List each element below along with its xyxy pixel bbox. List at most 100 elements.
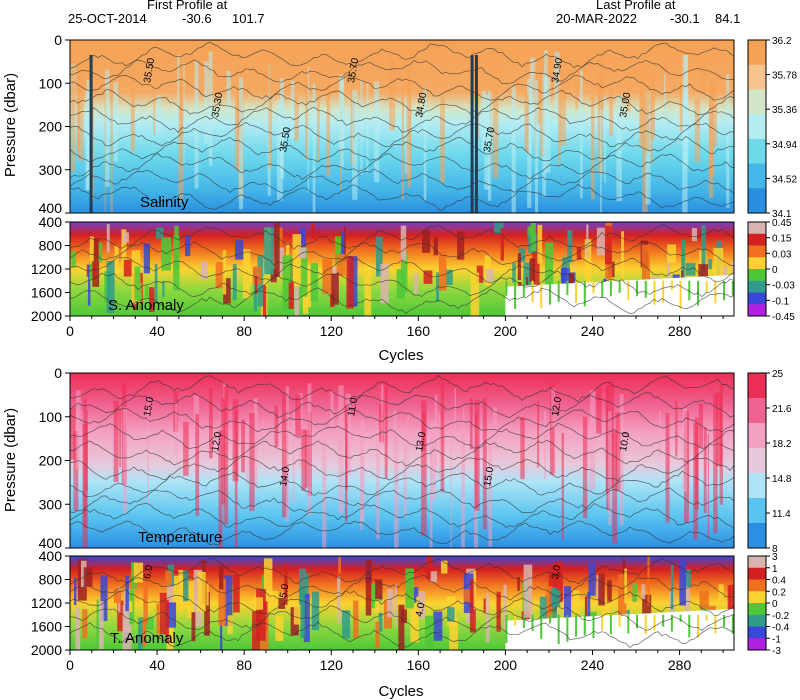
anomaly-patch [517,253,521,281]
profile-streak [641,98,648,213]
anomaly-patch [624,568,627,604]
profile-streak [307,383,312,516]
deep-profile-stripe [679,280,682,309]
deep-profile-stripe [714,280,717,304]
y-tick-label: 300 [39,162,63,178]
t_anomaly-colorbar-segment [748,591,766,604]
contour-line [70,487,734,514]
anomaly-patch [122,232,129,243]
anomaly-patch [98,242,103,262]
y-tick-label: 200 [39,119,63,135]
anomaly-patch [670,565,674,610]
deep-profile-stripe [583,614,586,636]
profile-streak [438,412,440,480]
profile-streak [174,402,177,455]
anomaly-patch [191,612,196,642]
anomaly-patch [144,616,154,630]
colorbar-tick-label: 35.78 [772,71,797,82]
deep-profile-stripe [688,280,691,301]
profile-streak [454,388,457,431]
anomaly-patch [165,599,169,642]
deep-profile-stripe [705,280,708,294]
profile-streak [305,59,308,161]
anomaly-patch [106,224,110,253]
contour-line [70,135,734,163]
contour-line [70,456,734,482]
anomaly-patch [149,287,155,313]
anomaly-patch [374,600,384,613]
anomaly-patch [699,590,709,609]
profile-streak [322,427,327,548]
y-tick-label: 300 [39,496,63,512]
anomaly-patch [206,583,209,606]
anomaly-patch [517,577,520,591]
deep-profile-stripe [583,280,586,307]
anomaly-patch [178,569,184,612]
anomaly-patch [331,273,339,305]
y-tick-label: 1600 [31,285,62,301]
salinity-panel: 35.50 35.30 35.50 35.70 34.80 35.70 34.90 35.00… [39,32,798,220]
y-tick-label: 1200 [31,595,62,611]
anomaly-patch [483,598,486,613]
anomaly-patch [224,575,233,627]
deep-profile-stripe [548,280,551,305]
anomaly-patch [518,248,526,263]
colorbar-tick-label: -0.03 [772,281,795,292]
profile-streak [535,80,538,213]
s_anomaly-colorbar-segment [748,280,766,293]
profile-streak [340,74,344,168]
colorbar-tick-label: 0 [772,599,778,610]
profile-streak [708,79,714,198]
anomaly-patch [159,592,167,635]
anomaly-patch [418,591,425,619]
profile-streak [360,80,363,175]
profile-streak [178,82,184,203]
anomaly-patch [83,567,93,587]
anomaly-patch [232,263,237,301]
profile-streak [123,407,128,513]
deep-profile-stripe [531,280,534,303]
salinity-colorbar-segment [748,114,766,140]
y-tick-label: 2000 [31,308,62,324]
anomaly-patch [288,282,294,309]
deep-profile-stripe [714,614,717,634]
anomaly-patch [396,268,405,299]
salinity-colorbar-segment [748,163,766,189]
anomaly-patch [641,584,646,600]
colorbar-tick-label: -0.45 [772,312,795,323]
contour-label: 6.0 [142,564,155,580]
salinity-colorbar-segment [748,40,766,66]
contour-line [70,255,734,284]
anomaly-patch [365,559,372,616]
colorbar-tick-label: 0.45 [772,218,792,229]
deep-profile-stripe [662,280,665,303]
anomaly-patch [621,231,624,289]
anomaly-patch [375,579,383,600]
anomaly-patch [343,226,346,262]
profile-streak [707,434,709,541]
deep-profile-stripe [566,280,569,296]
x-tick-label: 120 [320,657,344,673]
deep-profile-stripe [644,280,647,298]
contour-label: 14.0 [278,466,292,488]
s_anomaly-colorbar-segment [748,257,766,270]
t-anomaly-xlabel: Cycles [378,683,423,700]
anomaly-patch [473,569,477,610]
contour-line [70,224,734,250]
anomaly-patch [200,261,208,280]
profile-streak [82,423,88,548]
anomaly-patch [255,276,258,294]
profile-streak [177,54,180,125]
profile-streak [598,50,604,110]
anomaly-patch [233,574,240,613]
deep-profile-stripe [514,280,517,309]
profile-streak [612,430,618,544]
contour-line [70,440,734,467]
anomaly-patch [249,272,255,284]
contour-line [70,557,734,585]
profile-streak [609,382,615,489]
salinity-plot-area: 35.50 35.30 35.50 35.70 34.80 35.70 34.90 35.00 [70,40,734,213]
anomaly-patch [223,278,231,304]
anomaly-patch [227,615,233,635]
deep-profile-stripe [601,280,604,298]
